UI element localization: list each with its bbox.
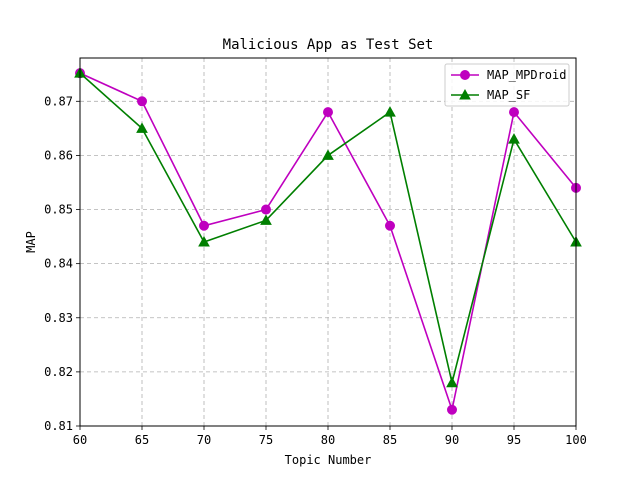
data-point-map-mpdroid (385, 220, 395, 231)
data-point-map-sf (260, 214, 272, 225)
legend-marker-map-mpdroid (460, 70, 470, 80)
x-tick-label: 70 (197, 433, 211, 447)
chart-title: Malicious App as Test Set (223, 37, 434, 53)
y-tick-label: 0.86 (44, 148, 73, 162)
data-point-map-mpdroid (261, 204, 271, 215)
legend-label-map-mpdroid: MAP_MPDroid (487, 68, 566, 82)
legend-items: MAP_MPDroid MAP_SF (451, 68, 566, 102)
data-point-map-sf (198, 235, 210, 247)
data-point-map-mpdroid (323, 107, 333, 118)
y-tick-label: 0.83 (44, 311, 73, 325)
y-tick-label: 0.82 (44, 365, 73, 379)
series-map-mpdroid (75, 68, 581, 415)
data-point-map-mpdroid (509, 107, 519, 118)
data-point-map-sf (136, 122, 148, 133)
x-axis-label: Topic Number (285, 453, 372, 467)
legend: MAP_MPDroid MAP_SF (444, 63, 570, 107)
data-point-map-sf (384, 106, 396, 117)
x-tick-label: 85 (383, 433, 397, 447)
series-map-sf (74, 67, 582, 388)
data-point-map-sf (446, 376, 458, 388)
x-tick-label: 60 (73, 433, 87, 447)
data-point-map-sf (508, 133, 520, 144)
x-tick-label: 100 (565, 433, 587, 447)
data-point-map-mpdroid (137, 96, 147, 107)
x-tick-label: 90 (445, 433, 459, 447)
y-axis-label: MAP (24, 231, 38, 253)
y-tick-label: 0.85 (44, 203, 73, 217)
y-tick-label: 0.84 (44, 257, 73, 271)
legend-marker-map-sf (459, 88, 471, 100)
data-point-map-sf (322, 149, 334, 160)
x-tick-label: 95 (507, 433, 521, 447)
y-tick-label: 0.87 (44, 94, 73, 108)
data-point-map-mpdroid (199, 220, 209, 231)
series-layer (74, 67, 582, 415)
y-tick-label: 0.81 (44, 419, 73, 433)
legend-label-map-sf: MAP_SF (487, 88, 530, 102)
x-tick-label: 80 (321, 433, 335, 447)
x-tick-label: 65 (135, 433, 149, 447)
tick-layer: 60 65 70 75 80 85 90 95 100 0.81 0.82 0.83 0.84 0.85 0… (44, 94, 587, 447)
x-tick-label: 75 (259, 433, 273, 447)
data-point-map-mpdroid (447, 404, 457, 415)
